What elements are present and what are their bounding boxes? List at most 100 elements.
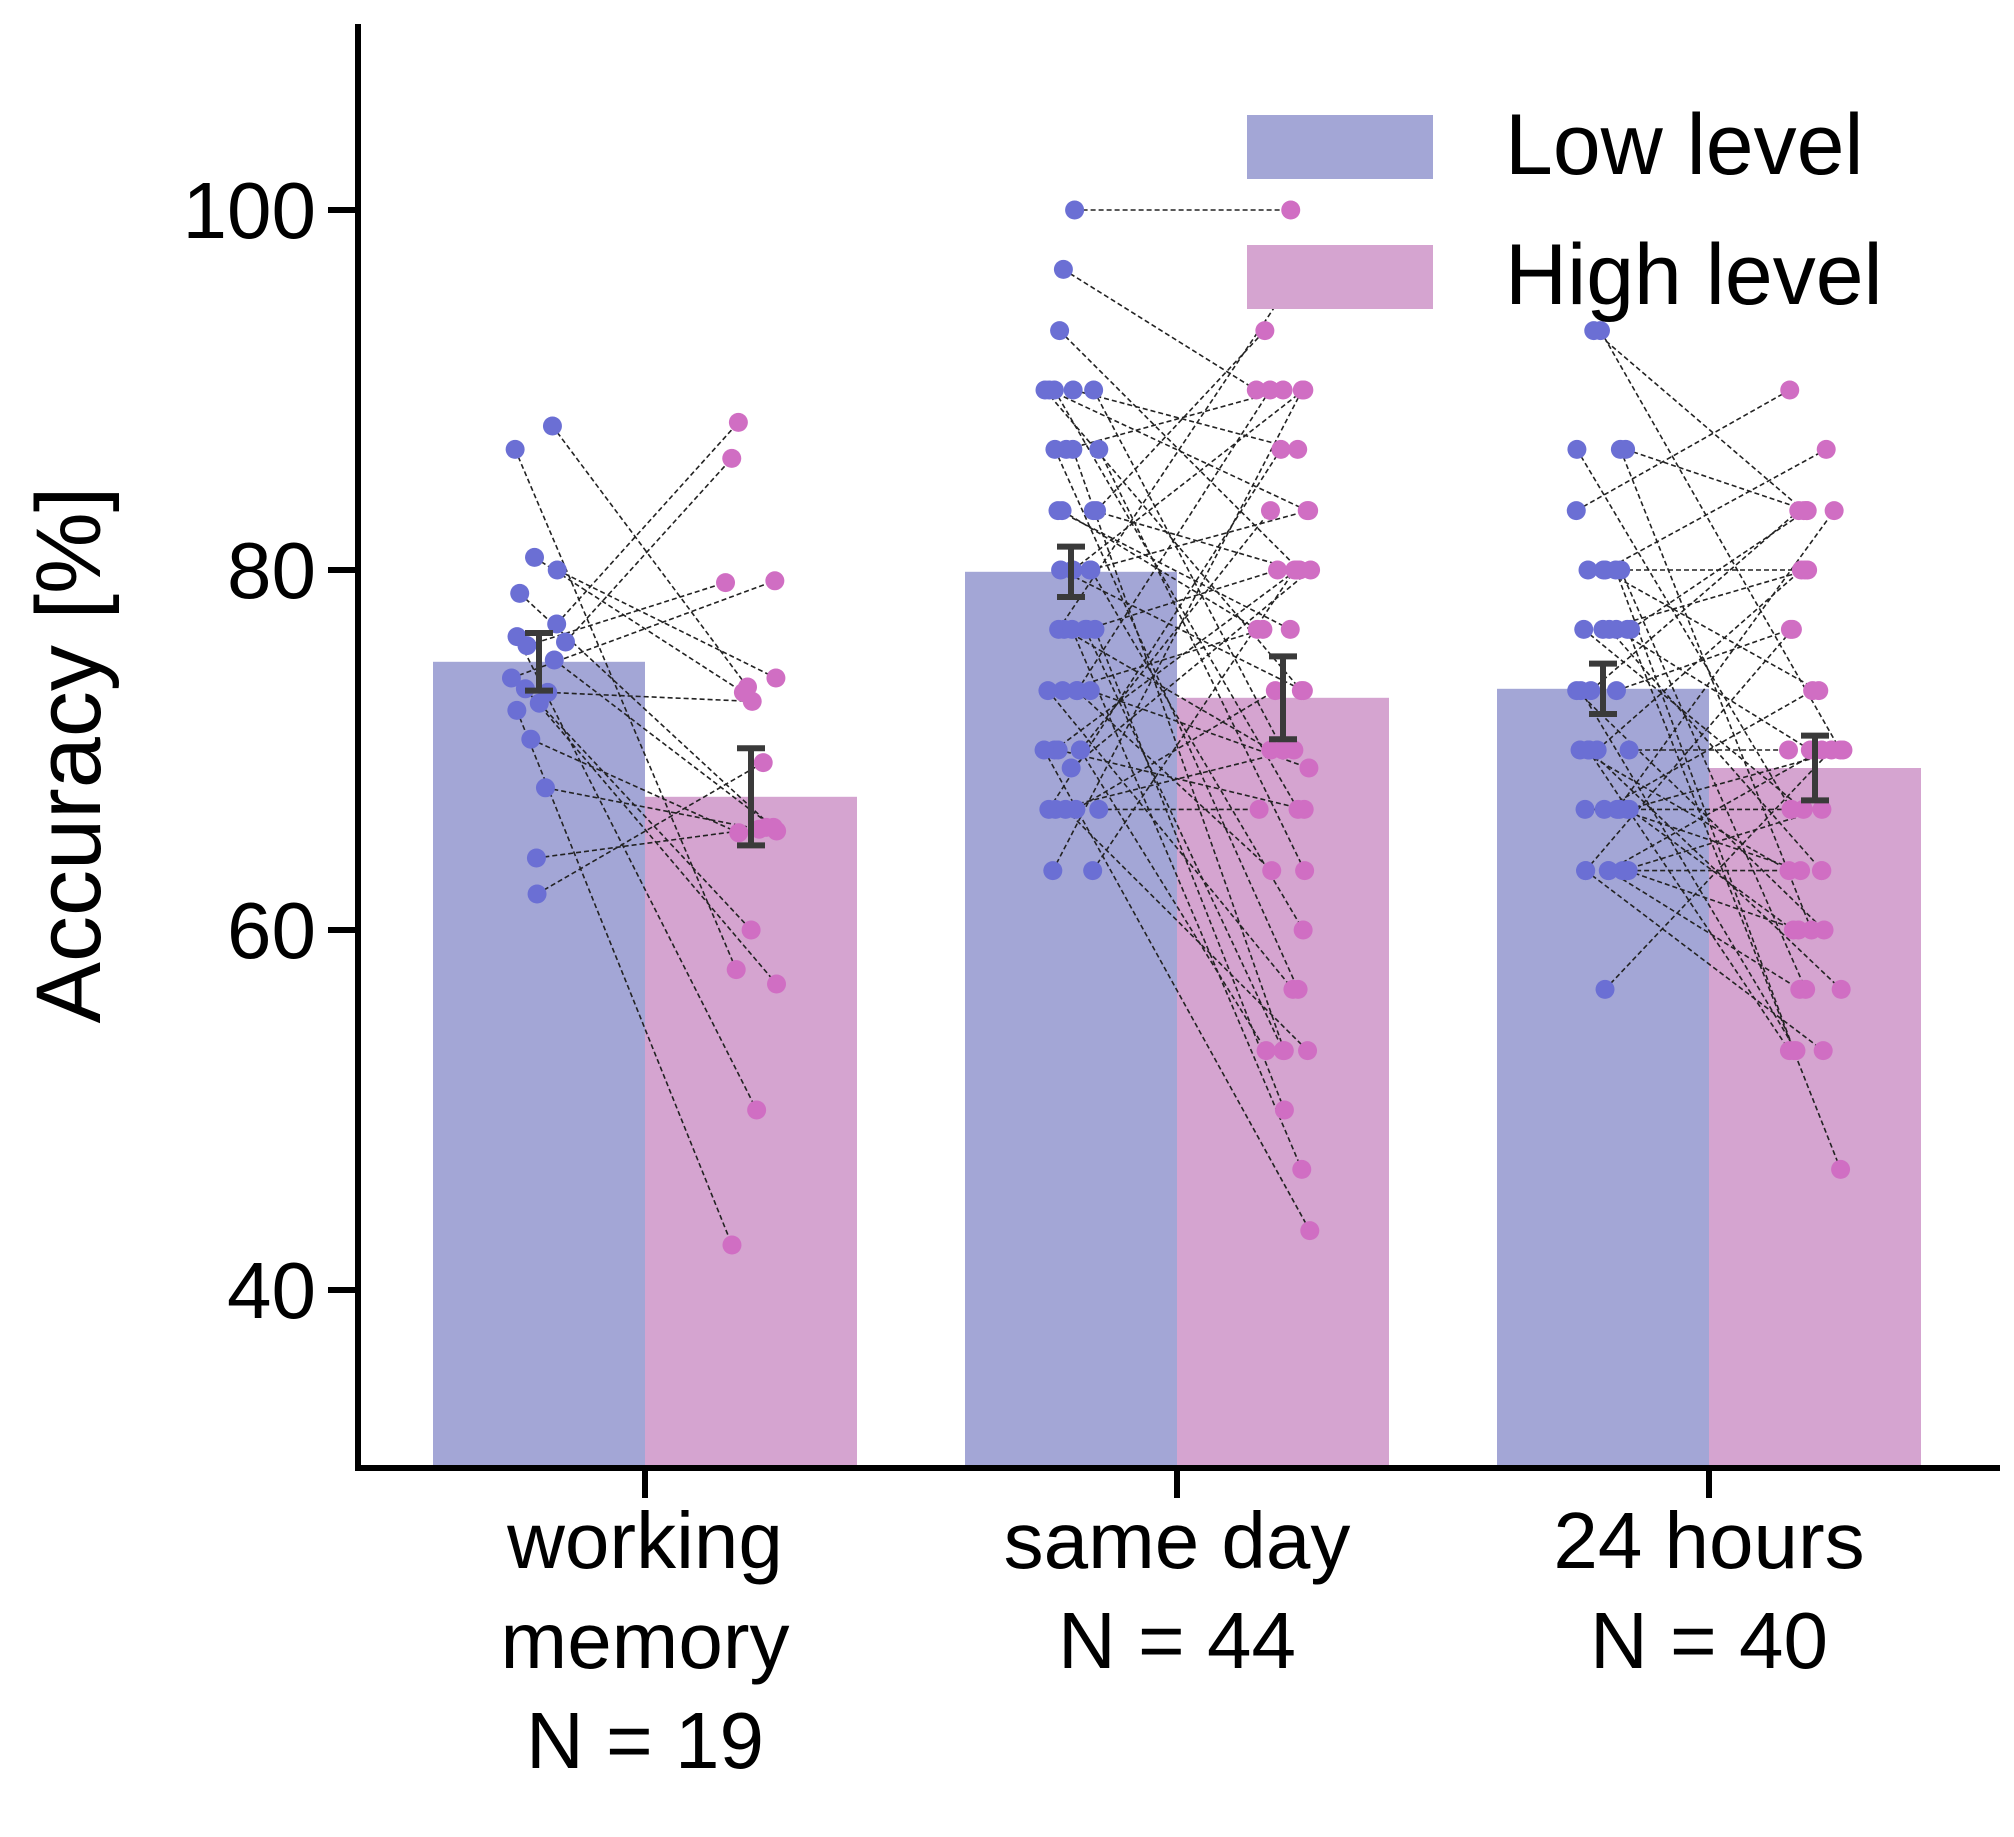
point-low bbox=[1089, 439, 1109, 459]
y-tick-label-40: 40 bbox=[227, 1246, 316, 1335]
point-high bbox=[1299, 758, 1319, 778]
point-high bbox=[1295, 861, 1315, 881]
x-tick-label-line: 24 hours bbox=[1553, 1496, 1864, 1585]
x-tick-label-line: same day bbox=[1004, 1496, 1351, 1585]
point-low bbox=[501, 668, 521, 688]
point-low bbox=[1051, 560, 1071, 580]
legend-label-0: Low level bbox=[1505, 97, 1864, 193]
x-tick-label-0: working memory N = 19 bbox=[501, 1496, 790, 1785]
point-low bbox=[1578, 740, 1598, 760]
point-high bbox=[722, 448, 742, 468]
subject-line bbox=[1072, 449, 1286, 1051]
point-low bbox=[1063, 380, 1083, 400]
point-high bbox=[1292, 1159, 1312, 1179]
subject-line bbox=[551, 425, 749, 688]
point-high bbox=[1831, 979, 1851, 999]
point-high bbox=[1811, 861, 1831, 881]
point-high bbox=[728, 412, 748, 432]
subject-line bbox=[516, 636, 758, 1111]
subject-line bbox=[1057, 749, 1305, 811]
bar-low-1 bbox=[965, 571, 1177, 1468]
subject-line bbox=[1066, 389, 1284, 451]
error-bar bbox=[1589, 660, 1617, 717]
point-high bbox=[1261, 740, 1281, 760]
subject-line bbox=[1072, 389, 1298, 451]
x-tick-label-1: same day N = 44 bbox=[1004, 1496, 1351, 1685]
y-tick-label-80: 80 bbox=[227, 526, 316, 615]
subject-line bbox=[1604, 749, 1832, 990]
point-high bbox=[766, 668, 786, 688]
subject-line bbox=[1604, 448, 1827, 571]
subject-line bbox=[1607, 749, 1823, 872]
point-low bbox=[1053, 259, 1073, 279]
x-tick-label-line: working bbox=[506, 1496, 783, 1585]
point-low bbox=[1599, 619, 1619, 639]
subject-line bbox=[516, 710, 733, 1246]
subject-line bbox=[1055, 749, 1295, 811]
point-high bbox=[1271, 439, 1291, 459]
point-low bbox=[1619, 799, 1639, 819]
point-high bbox=[1299, 501, 1319, 521]
point-low bbox=[507, 700, 527, 720]
subject-line bbox=[511, 580, 776, 679]
point-high bbox=[1831, 1159, 1851, 1179]
legend: Low level High level bbox=[1247, 97, 1883, 323]
point-low bbox=[1063, 439, 1083, 459]
point-high bbox=[1280, 619, 1300, 639]
error-bars-layer bbox=[525, 543, 1829, 849]
error-bar bbox=[1269, 653, 1297, 743]
subject-line bbox=[1092, 569, 1296, 872]
point-high bbox=[1255, 321, 1275, 341]
subject-line bbox=[1628, 808, 1794, 931]
subject-line bbox=[1583, 628, 1804, 811]
point-low bbox=[1070, 740, 1090, 760]
point-low bbox=[525, 547, 545, 567]
point-high bbox=[1789, 920, 1809, 940]
point-high bbox=[1294, 799, 1314, 819]
point-high bbox=[742, 691, 762, 711]
point-high bbox=[1813, 1041, 1833, 1061]
point-high bbox=[1790, 979, 1810, 999]
error-bar bbox=[1801, 732, 1829, 804]
subject-line bbox=[1619, 569, 1807, 990]
subject-line bbox=[1084, 629, 1284, 1051]
axes-layer: 40 60 80 100 working memory N = 19 same day N = … bbox=[183, 24, 2000, 1785]
x-tick-label-line: N = 40 bbox=[1590, 1596, 1828, 1685]
subject-line bbox=[1086, 569, 1278, 631]
subject-line bbox=[1059, 330, 1301, 571]
subject-line bbox=[514, 449, 737, 970]
subject-line bbox=[1627, 749, 1844, 811]
point-high bbox=[1256, 1041, 1276, 1061]
point-high bbox=[765, 571, 785, 591]
point-high bbox=[729, 823, 749, 843]
subject-line bbox=[1630, 509, 1807, 631]
point-high bbox=[1803, 681, 1823, 701]
point-high bbox=[1300, 1221, 1320, 1241]
subject-line bbox=[1615, 628, 1811, 751]
point-low bbox=[1595, 979, 1615, 999]
point-low bbox=[544, 650, 564, 670]
subject-line bbox=[1622, 808, 1823, 872]
point-high bbox=[753, 753, 773, 773]
subject-line bbox=[1057, 509, 1291, 631]
point-high bbox=[756, 817, 776, 837]
subject-line bbox=[1616, 510, 1835, 810]
point-low bbox=[1575, 799, 1595, 819]
point-high bbox=[1288, 439, 1308, 459]
y-tick-label-100: 100 bbox=[183, 166, 316, 255]
point-high bbox=[1260, 501, 1280, 521]
point-low bbox=[505, 439, 525, 459]
point-high bbox=[1778, 740, 1798, 760]
point-low bbox=[1578, 560, 1598, 580]
subject-line bbox=[1092, 389, 1284, 751]
point-high bbox=[1293, 920, 1313, 940]
subject-line bbox=[534, 556, 744, 694]
x-tick-label-line: memory bbox=[501, 1596, 790, 1685]
point-high bbox=[1246, 380, 1266, 400]
point-high bbox=[1814, 920, 1834, 940]
x-tick-label-line: N = 19 bbox=[526, 1696, 764, 1785]
subject-line bbox=[1095, 330, 1266, 512]
subject-line bbox=[1044, 389, 1302, 692]
point-high bbox=[1779, 1041, 1799, 1061]
point-high bbox=[1780, 380, 1800, 400]
